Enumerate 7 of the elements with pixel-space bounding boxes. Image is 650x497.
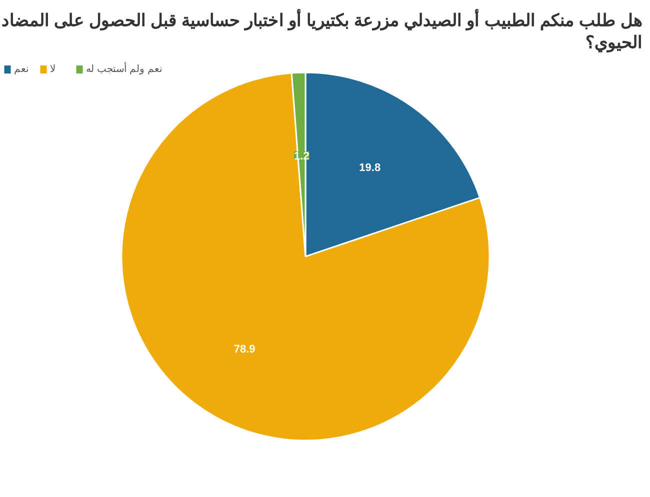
legend-label: نعم ولم أستجب له [86,63,162,75]
legend-label: نعم [14,63,30,75]
legend-label: لا [50,63,57,75]
data-label: 19.8 [359,162,381,174]
data-label: 1.2 [294,150,310,162]
data-label: 78.9 [234,344,256,356]
chart-title: هل طلب منكم الطبيب أو الصيدلي مزرعة بكتيريا أو اختبار حساسية قبل الحصول على المضاد الحيوي؟ [1,8,642,53]
